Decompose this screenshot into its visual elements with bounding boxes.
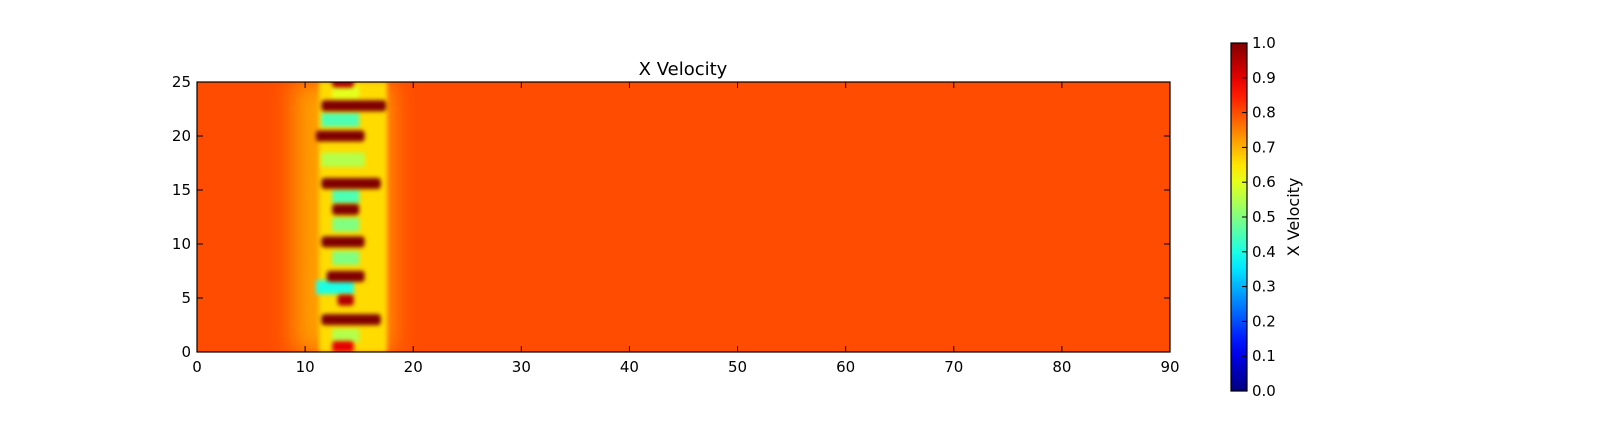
chart-title: X Velocity [639,59,728,80]
y-tick-label: 15 [172,181,191,199]
low-velocity-band [332,189,360,204]
x-tick-label: 10 [296,358,315,376]
low-velocity-band [332,251,360,266]
colorbar-tick-label: 0.9 [1252,69,1276,87]
plot-frame [196,81,1171,353]
x-tick-label: 30 [512,358,531,376]
colorbar-tick-label: 0.8 [1252,104,1276,122]
high-velocity-band [332,203,360,215]
x-tick-label: 60 [836,358,855,376]
high-velocity-band [315,130,365,142]
low-velocity-band [321,112,360,127]
heatmap-field [293,82,393,352]
high-velocity-band [332,82,354,88]
colorbar-tick-label: 0.3 [1252,278,1276,296]
high-velocity-band [321,178,381,190]
colorbar-gradient [1231,43,1247,391]
colorbar-tick-label: 0.4 [1252,243,1276,261]
y-tick-label: 10 [172,235,191,253]
low-velocity-band [332,85,360,100]
colorbar-ticks: 0.0 0.1 0.2 0.3 0.4 0.5 0.6 0.7 0.8 0.9 1.0 [1242,34,1276,400]
high-velocity-band [332,341,354,352]
high-velocity-band [321,314,381,326]
x-tick-label: 50 [728,358,747,376]
colorbar-tick-label: 1.0 [1252,34,1276,52]
wake-core [319,82,387,352]
colorbar: 0.0 0.1 0.2 0.3 0.4 0.5 0.6 0.7 0.8 0.9 1.0 X Velo… [1230,34,1303,400]
colorbar-tick-label: 0.0 [1252,382,1276,400]
x-axis: 0 10 20 30 40 50 60 70 80 90 [192,82,1180,376]
y-tick-label: 20 [172,127,191,145]
colorbar-tick-label: 0.1 [1252,347,1276,365]
high-velocity-band [337,294,354,306]
x-tick-label: 70 [944,358,963,376]
high-velocity-band [326,270,365,282]
y-tick-label: 5 [181,289,191,307]
x-tick-label: 80 [1052,358,1071,376]
x-tick-label: 90 [1160,358,1179,376]
y-tick-label: 25 [172,73,191,91]
x-tick-label: 40 [620,358,639,376]
colorbar-tick-label: 0.6 [1252,173,1276,191]
low-velocity-band [315,280,354,295]
y-tick-label: 0 [181,343,191,361]
x-tick-label: 0 [192,358,202,376]
high-velocity-band [321,100,387,112]
low-velocity-band [332,328,360,343]
x-tick-label: 20 [404,358,423,376]
colorbar-label: X Velocity [1284,178,1303,257]
y-axis: 0 5 10 15 20 25 [172,73,1170,361]
colorbar-tick-label: 0.7 [1252,138,1276,156]
low-velocity-band [321,152,365,167]
colorbar-tick-label: 0.2 [1252,312,1276,330]
low-velocity-band [332,217,360,232]
high-velocity-band [321,236,365,248]
plot-area: 0 10 20 30 40 50 60 70 80 90 0 5 10 15 20 25 [172,73,1180,376]
colorbar-tick-label: 0.5 [1252,208,1276,226]
